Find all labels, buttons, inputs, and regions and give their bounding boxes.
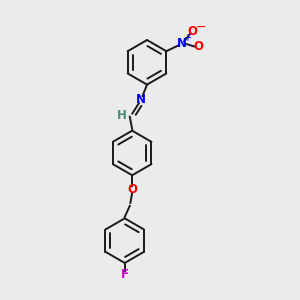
Text: −: − — [195, 21, 206, 34]
Text: F: F — [121, 268, 129, 281]
Text: N: N — [177, 37, 187, 50]
Text: H: H — [116, 109, 126, 122]
Text: O: O — [193, 40, 203, 53]
Text: O: O — [127, 183, 137, 196]
Text: +: + — [183, 33, 191, 43]
Text: N: N — [136, 93, 146, 106]
Text: O: O — [187, 25, 197, 38]
